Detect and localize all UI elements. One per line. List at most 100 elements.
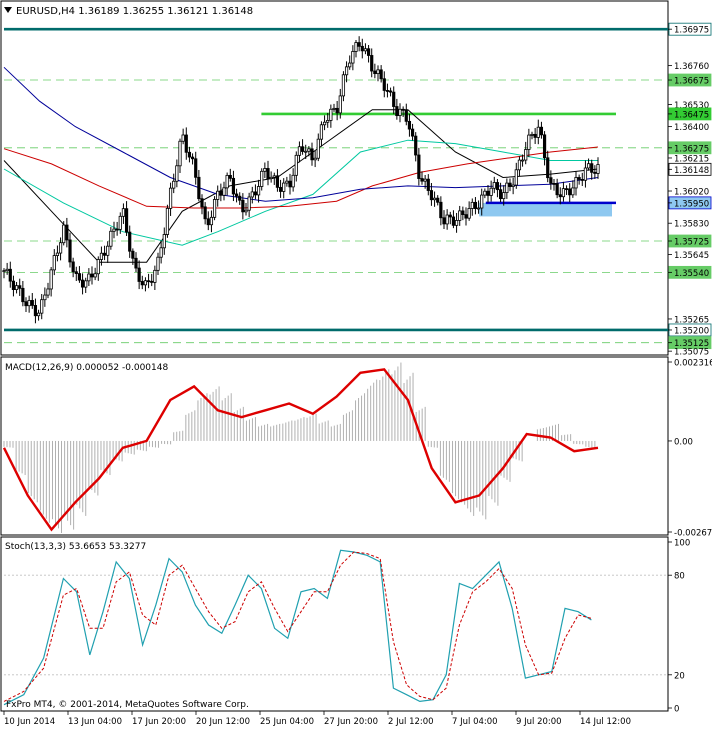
candle-body (96, 259, 100, 275)
price-tick-label: 1.35645 (674, 251, 709, 261)
candle-body (121, 208, 126, 217)
candle-body (14, 285, 19, 291)
candle-body (216, 190, 220, 200)
candle-body (162, 234, 166, 249)
candle-body (112, 228, 116, 232)
candle-body (363, 48, 368, 52)
symbol-header: EURUSD,H4 1.36189 1.36255 1.36121 1.3614… (16, 6, 253, 17)
candle-body (99, 252, 104, 260)
candle-body (68, 239, 72, 263)
macd-signal-line (2, 368, 599, 532)
candle-body (480, 194, 484, 209)
candle-body (184, 134, 188, 153)
candle-body (27, 300, 31, 307)
candle-body (458, 210, 462, 221)
candle-body (552, 183, 556, 185)
candle-body (231, 177, 236, 195)
price-tick-label: 1.36475 (674, 110, 709, 120)
candle-body (228, 174, 232, 179)
candle-body (332, 107, 336, 110)
price-tick-label: 1.36760 (674, 62, 709, 72)
candle-body (275, 175, 280, 188)
stoch-tick-label: 100 (674, 539, 690, 549)
candle-body (307, 148, 311, 152)
candle-body (395, 106, 399, 117)
candle-body (250, 191, 254, 198)
candle-body (514, 169, 518, 186)
candle-body (354, 42, 358, 52)
candle-body (439, 201, 443, 219)
price-panel[interactable] (0, 0, 669, 356)
x-tick-label: 27 Jun 20:00 (324, 717, 378, 727)
candle-body (495, 182, 500, 191)
candle-body (168, 187, 173, 209)
candle-body (498, 189, 503, 200)
candle-body (87, 273, 91, 282)
candle-body (583, 167, 588, 181)
candle-body (225, 174, 229, 189)
price-tick-label: 1.36675 (674, 77, 709, 87)
candle-body (18, 285, 22, 289)
stoch-tick-label: 80 (674, 572, 685, 582)
stoch-panel[interactable] (0, 536, 669, 712)
candle-body (316, 138, 320, 159)
candle-body (344, 66, 349, 76)
candle-body (49, 269, 53, 290)
candle-body (527, 134, 531, 150)
dropdown-triangle-icon[interactable] (4, 7, 12, 13)
x-tick-label: 14 Jul 12:00 (580, 717, 631, 727)
candle-body (370, 55, 374, 72)
price-tick-label: 1.35125 (674, 339, 709, 349)
candle-body (93, 273, 97, 278)
candle-body (319, 124, 324, 140)
candle-body (285, 180, 289, 184)
candle-body (128, 231, 132, 252)
candle-body (153, 269, 157, 283)
candle-body (131, 250, 135, 259)
candle-body (140, 281, 144, 286)
candle-body (417, 154, 421, 179)
candle-body (165, 207, 170, 235)
candle-body (357, 42, 361, 47)
candle-body (542, 134, 547, 159)
candle-body (80, 279, 85, 288)
stoch-tick-label: 20 (674, 671, 685, 681)
candle-body (398, 108, 402, 117)
candle-body (269, 176, 273, 180)
candle-body (401, 108, 405, 111)
macd-panel[interactable] (0, 356, 669, 536)
candle-body (564, 188, 569, 191)
candle-body (470, 201, 474, 209)
candle-body (150, 280, 154, 283)
candle-body (520, 159, 525, 162)
candle-body (74, 271, 78, 274)
candle-body (175, 165, 179, 182)
candle-body (272, 175, 276, 178)
candle-body (5, 268, 9, 272)
price-tick-label: 1.35950 (674, 199, 709, 209)
price-plot (2, 27, 668, 344)
stoch-plot (3, 549, 668, 706)
candle-body (203, 206, 207, 220)
candle-body (385, 90, 390, 92)
candle-body (486, 190, 490, 196)
candle-body (454, 220, 459, 226)
candle-body (187, 151, 192, 158)
candle-body (46, 288, 50, 296)
candle-body (181, 134, 185, 142)
candle-body (451, 216, 456, 226)
x-tick-label: 13 Jun 04:00 (68, 717, 122, 727)
candle-body (260, 170, 264, 187)
candle-body (464, 214, 468, 219)
price-tick-label: 1.36148 (674, 166, 709, 176)
candle-body (124, 208, 129, 233)
candle-body (410, 128, 415, 137)
candle-body (282, 182, 286, 192)
candle-body (146, 280, 151, 283)
candle-body (432, 197, 437, 201)
candle-body (555, 183, 559, 196)
candle-body (489, 187, 493, 196)
candle-body (373, 70, 377, 75)
